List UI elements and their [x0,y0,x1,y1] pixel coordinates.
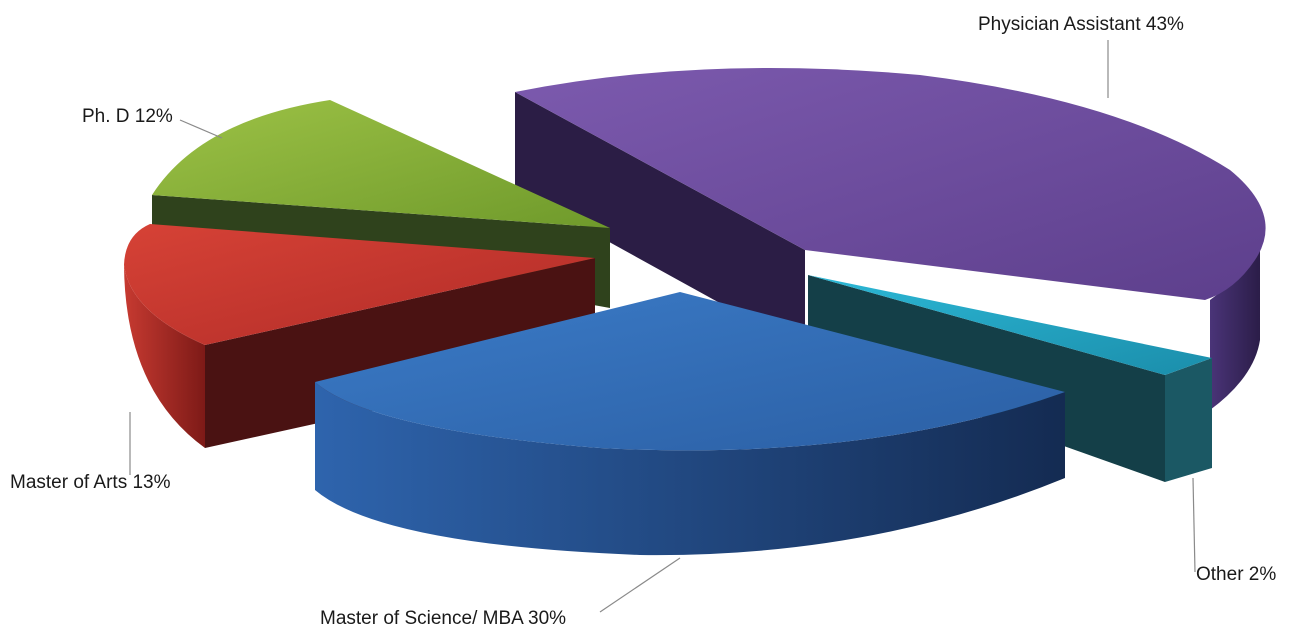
slice-physician-assistant-side [1210,230,1260,410]
slice-master-of-arts-side [124,265,205,448]
leader-lines [129,40,1196,613]
slice-physician-assistant-inner-face [515,92,805,350]
slice-other-side [1165,358,1212,482]
slice-other-top [808,275,1212,375]
leader-line-phd [179,119,223,139]
slice-physician-assistant [515,67,1266,410]
slice-master-of-science-side [315,382,1065,556]
label-master-of-science: Master of Science/ MBA 30% [320,608,567,629]
label-physician-assistant: Physician Assistant 43% [978,14,1184,35]
leader-line-other [1192,477,1196,573]
slice-master-of-arts-top [124,224,595,345]
slice-master-of-science-top [315,292,1065,451]
slice-master-of-arts [124,224,595,448]
label-other: Other 2% [1196,564,1277,585]
slice-master-of-arts-inner-face [205,258,595,448]
label-master-of-arts: Master of Arts 13% [10,472,171,493]
label-phd: Ph. D 12% [82,106,173,127]
slice-physician-assistant-top [515,67,1266,300]
slice-master-of-science [315,292,1065,556]
slice-phd-top [152,100,610,228]
leader-line-master-of-science [599,557,681,613]
